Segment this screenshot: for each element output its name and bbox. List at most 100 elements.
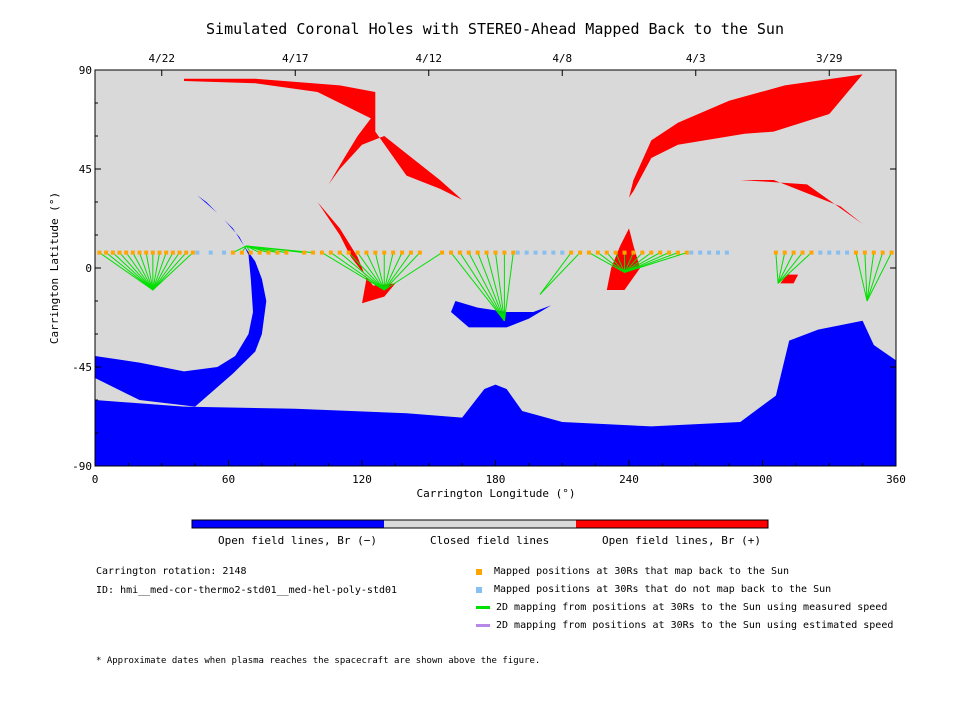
mapped-position-29 <box>364 250 369 255</box>
coronal-hole-positive-7 <box>740 180 863 224</box>
mapped-position-10 <box>164 250 169 255</box>
mapped-position-46 <box>578 250 583 255</box>
x-tick-label-5: 300 <box>753 473 773 486</box>
x-tick-label-1: 60 <box>222 473 235 486</box>
unmapped-position-8 <box>560 250 565 255</box>
model-id: ID: hmi__med-cor-thermo2-std01__med-hel-… <box>96 585 398 596</box>
coronal-hole-positive-6 <box>629 74 863 198</box>
mapping-line-66 <box>866 252 875 302</box>
mapped-position-4 <box>124 250 129 255</box>
mapped-position-24 <box>319 250 324 255</box>
legend-label-measured: 2D mapping from positions at 30Rs to the… <box>496 602 888 613</box>
mapped-position-26 <box>337 250 342 255</box>
mapping-line-46 <box>539 252 581 295</box>
mapping-line-28 <box>357 252 385 291</box>
mapping-line-41 <box>486 252 505 321</box>
mapped-position-65 <box>862 250 867 255</box>
plot-area <box>95 70 896 466</box>
colorbar <box>191 519 769 529</box>
x-tick-label-0: 0 <box>92 473 99 486</box>
mapped-position-52 <box>631 250 636 255</box>
unmapped-position-3 <box>515 250 520 255</box>
mapping-line-27 <box>348 252 385 291</box>
mapped-position-43 <box>502 250 507 255</box>
mapped-position-7 <box>144 250 149 255</box>
mapping-line-42 <box>495 252 505 321</box>
mapped-position-45 <box>569 250 574 255</box>
mapping-line-34 <box>383 252 412 291</box>
mapping-line-32 <box>383 252 394 291</box>
unmapped-position-7 <box>551 250 556 255</box>
mapped-position-55 <box>658 250 663 255</box>
mapped-position-1 <box>104 250 109 255</box>
mapped-position-21 <box>284 250 289 255</box>
coronal-hole-positive-4 <box>317 202 396 304</box>
x-axis-label: Carrington Longitude (°) <box>417 487 576 500</box>
mapped-position-19 <box>266 250 271 255</box>
mapped-position-15 <box>230 250 235 255</box>
colorbar-label-closed: Closed field lines <box>430 534 550 547</box>
legend-item-not-mapped: Mapped positions at 30Rs that do not map… <box>476 584 831 595</box>
mapped-position-40 <box>475 250 480 255</box>
mapping-line-56 <box>624 252 670 273</box>
mapping-line-50 <box>615 252 626 273</box>
mapped-position-48 <box>595 250 600 255</box>
mapped-position-63 <box>809 250 814 255</box>
legend-item-measured: 2D mapping from positions at 30Rs to the… <box>476 602 887 613</box>
mapping-line-44 <box>503 252 514 321</box>
colorbar-label-positive: Open field lines, Br (+) <box>602 534 761 547</box>
mapped-position-6 <box>137 250 142 255</box>
mapped-position-2 <box>110 250 115 255</box>
mapping-line-0 <box>99 252 154 291</box>
unmapped-position-12 <box>716 250 720 255</box>
mapping-line-36 <box>383 252 443 291</box>
x-tick-label-2: 120 <box>352 473 372 486</box>
x-tick-label-6: 360 <box>886 473 906 486</box>
legend-swatch-measured <box>476 606 490 609</box>
mapped-position-57 <box>675 250 680 255</box>
mapping-line-39 <box>468 252 505 322</box>
mapped-position-49 <box>604 250 609 255</box>
mapping-line-60 <box>777 252 786 284</box>
mapping-line-29 <box>365 252 385 291</box>
y-tick-label-4: 90 <box>79 64 92 77</box>
mapped-position-64 <box>853 250 858 255</box>
mapped-position-20 <box>275 250 280 255</box>
mapped-position-0 <box>97 250 102 255</box>
mapped-position-56 <box>667 250 672 255</box>
mapping-line-1 <box>105 252 154 291</box>
mapping-line-13 <box>152 252 187 291</box>
mapping-line-48 <box>597 252 625 273</box>
mapping-line-38 <box>459 252 505 322</box>
legend-item-mapped: Mapped positions at 30Rs that map back t… <box>476 566 789 577</box>
mapping-line-67 <box>866 252 884 302</box>
mapped-position-3 <box>117 250 122 255</box>
unmapped-position-2 <box>222 250 227 255</box>
unmapped-position-9 <box>689 250 694 255</box>
mapping-line-14 <box>152 252 194 291</box>
mapping-line-53 <box>624 252 643 273</box>
mapping-line-4 <box>125 252 154 291</box>
mapping-line-47 <box>588 252 625 273</box>
mapping-line-30 <box>374 252 385 291</box>
mapped-position-33 <box>400 250 405 255</box>
unmapped-position-4 <box>524 250 529 255</box>
mapping-line-25 <box>330 252 385 291</box>
mapped-position-59 <box>773 250 778 255</box>
mapping-line-61 <box>777 252 795 284</box>
mapped-position-44 <box>511 250 516 255</box>
mapped-position-39 <box>466 250 471 255</box>
mapped-position-8 <box>150 250 155 255</box>
mapping-line-37 <box>450 252 505 322</box>
mapping-line-68 <box>866 252 892 302</box>
coronal-hole-positive-5 <box>606 228 641 290</box>
mapped-position-27 <box>346 250 351 255</box>
mapped-position-17 <box>248 250 253 255</box>
mapped-position-30 <box>373 250 378 255</box>
carrington-rotation: Carrington rotation: 2148 <box>96 566 247 577</box>
mapping-line-59 <box>775 252 779 284</box>
mapped-position-28 <box>355 250 360 255</box>
mapping-line-26 <box>339 252 385 291</box>
top-date-label-2: 4/12 <box>416 52 443 65</box>
